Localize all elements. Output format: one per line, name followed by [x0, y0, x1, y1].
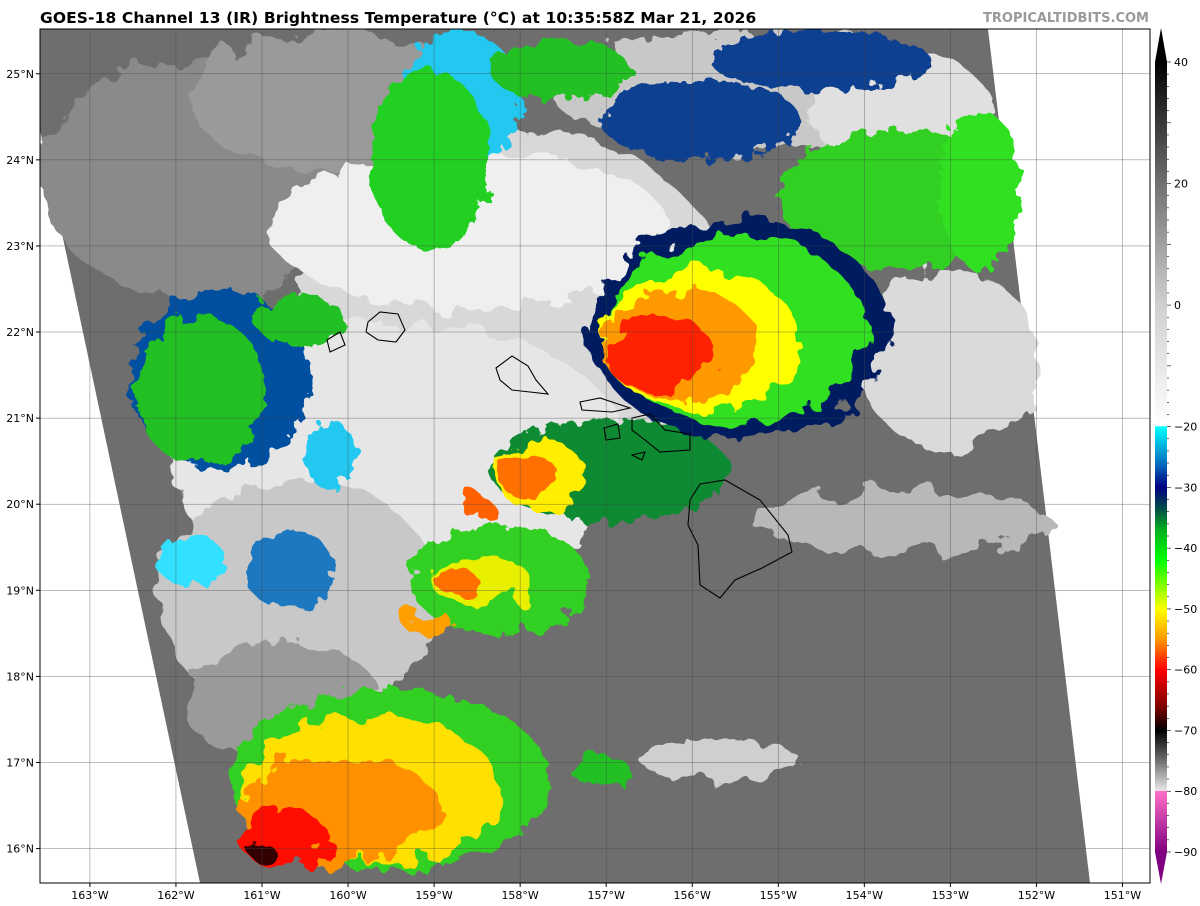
- lat-tick-label: 23°N: [6, 240, 34, 253]
- lon-tick-label: 155°W: [760, 889, 797, 902]
- lat-tick-label: 25°N: [6, 68, 34, 81]
- lon-tick-label: 156°W: [674, 889, 711, 902]
- big-island-coast: [687, 479, 793, 599]
- colorbar: 40 20 0 −20 −30 −40 −50 −60 −70 −80 −90: [1155, 28, 1197, 884]
- lat-tick-label: 19°N: [6, 584, 34, 597]
- watermark: TROPICALTIDBITS.COM: [983, 11, 1149, 26]
- colorbar-tick-label: −50: [1174, 603, 1197, 616]
- lon-tick-label: 157°W: [587, 889, 624, 902]
- molokai-coast: [579, 397, 633, 413]
- colorbar-tick-label: 20: [1174, 178, 1188, 191]
- map-frame: [39, 28, 1151, 884]
- lat-tick-label: 16°N: [6, 843, 34, 856]
- lat-tick-label: 22°N: [6, 326, 34, 339]
- colorbar-tick-label: −70: [1174, 724, 1197, 737]
- colorbar-extend-min: [1155, 852, 1167, 884]
- colorbar-tick-label: −40: [1174, 542, 1197, 555]
- deep-convection: [240, 220, 890, 868]
- lanai-coast: [603, 423, 621, 441]
- maui-coast: [631, 413, 691, 453]
- lat-tick-label: 20°N: [6, 498, 34, 511]
- coastlines: [326, 311, 793, 599]
- map-axes: 163°W 162°W 161°W 160°W 159°W 158°W 157°W 156°W…: [6, 68, 1141, 902]
- lon-tick-label: 158°W: [501, 889, 538, 902]
- lon-tick-label: 151°W: [1104, 889, 1141, 902]
- colorbar-gradient: [1155, 62, 1167, 852]
- colorbar-tick-label: −80: [1174, 785, 1197, 798]
- colorbar-tick-label: −20: [1174, 421, 1197, 434]
- chart-title: GOES-18 Channel 13 (IR) Brightness Tempe…: [40, 9, 757, 27]
- kahoolawe-coast: [630, 451, 646, 461]
- lon-tick-label: 159°W: [415, 889, 452, 902]
- lat-tick-label: 17°N: [6, 756, 34, 769]
- colorbar-tick-label: 0: [1174, 299, 1181, 312]
- niihau-coast: [326, 331, 346, 353]
- lat-tick-label: 18°N: [6, 670, 34, 683]
- lon-tick-label: 160°W: [329, 889, 366, 902]
- gridlines: [40, 29, 1150, 883]
- colorbar-tick-label: −90: [1174, 846, 1197, 859]
- lon-tick-label: 162°W: [157, 889, 194, 902]
- oahu-coast: [495, 355, 550, 395]
- lon-tick-label: 152°W: [1018, 889, 1055, 902]
- colorbar-tick-label: −60: [1174, 664, 1197, 677]
- lat-tick-label: 24°N: [6, 154, 34, 167]
- lon-tick-label: 154°W: [846, 889, 883, 902]
- colorbar-extend-max: [1155, 28, 1167, 62]
- lon-tick-label: 153°W: [932, 889, 969, 902]
- colorbar-tick-label: −30: [1174, 481, 1197, 494]
- lon-tick-label: 161°W: [243, 889, 280, 902]
- lat-tick-label: 21°N: [6, 412, 34, 425]
- satellite-image: [40, 29, 1150, 883]
- kauai-coast: [365, 311, 406, 343]
- colorbar-tick-label: 40: [1174, 56, 1188, 69]
- lon-tick-label: 163°W: [71, 889, 108, 902]
